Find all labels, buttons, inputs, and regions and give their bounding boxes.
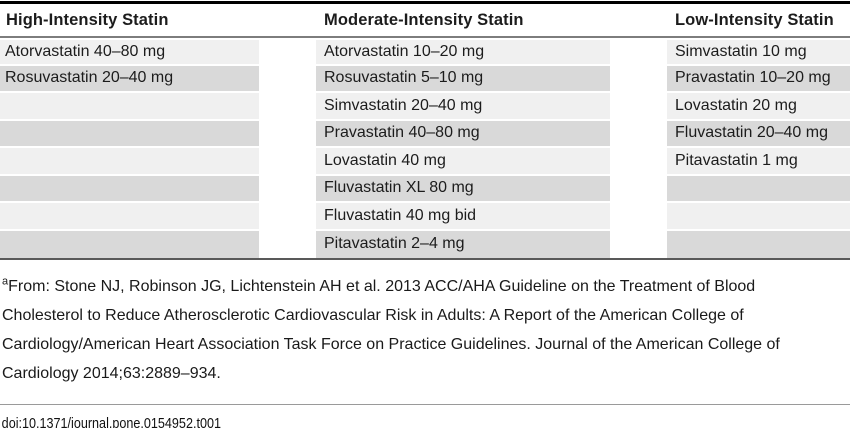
column-header-moderate-intensity: Moderate-Intensity Statin bbox=[324, 10, 524, 29]
table-cell: Pitavastatin 2–4 mg bbox=[316, 230, 610, 258]
table-cell: Pravastatin 10–20 mg bbox=[667, 65, 850, 91]
table-cell bbox=[0, 93, 259, 119]
table-cell bbox=[0, 203, 259, 229]
table-cell: Atorvastatin 10–20 mg bbox=[316, 40, 610, 64]
table-cell: Simvastatin 10 mg bbox=[667, 40, 850, 64]
table-cell: Pitavastatin 1 mg bbox=[667, 148, 850, 174]
table-cell: Lovastatin 40 mg bbox=[316, 148, 610, 174]
table-cell: Rosuvastatin 5–10 mg bbox=[316, 65, 610, 91]
table-row: Rosuvastatin 20–40 mg Rosuvastatin 5–10 … bbox=[0, 65, 850, 93]
table-cell bbox=[0, 230, 259, 258]
table-row: Pravastatin 40–80 mg Fluvastatin 20–40 m… bbox=[0, 120, 850, 148]
table-cell: Fluvastatin XL 80 mg bbox=[316, 175, 610, 201]
table-top-rule bbox=[0, 1, 850, 4]
table-header-row: High-Intensity Statin Moderate-Intensity… bbox=[0, 4, 850, 36]
table-cell: Lovastatin 20 mg bbox=[667, 93, 850, 119]
column-header-high-intensity: High-Intensity Statin bbox=[6, 10, 169, 29]
table-cell bbox=[0, 175, 259, 201]
table-row: Simvastatin 20–40 mg Lovastatin 20 mg bbox=[0, 93, 850, 121]
doi-line: doi:10.1371/journal.pone.0154952.t001 bbox=[1, 415, 221, 428]
table-cell: Fluvastatin 20–40 mg bbox=[667, 120, 850, 146]
table-header-rule bbox=[0, 36, 850, 38]
table-row: Fluvastatin 40 mg bid bbox=[0, 203, 850, 231]
table-cell: Fluvastatin 40 mg bid bbox=[316, 203, 610, 229]
table-cell: Simvastatin 20–40 mg bbox=[316, 93, 610, 119]
table-cell bbox=[0, 120, 259, 146]
table-cell: Atorvastatin 40–80 mg bbox=[0, 40, 259, 64]
column-header-low-intensity: Low-Intensity Statin bbox=[675, 10, 834, 29]
footnote-rule bbox=[0, 404, 850, 405]
table-bottom-rule bbox=[0, 258, 850, 260]
table-cell bbox=[667, 230, 850, 258]
table-row: Pitavastatin 2–4 mg bbox=[0, 230, 850, 258]
table-cell bbox=[0, 148, 259, 174]
table-cell: Rosuvastatin 20–40 mg bbox=[0, 65, 259, 91]
footnote-marker: a bbox=[2, 275, 9, 288]
table-row: Fluvastatin XL 80 mg bbox=[0, 175, 850, 203]
footnote-text: From: Stone NJ, Robinson JG, Lichtenstei… bbox=[2, 278, 780, 382]
footnote: aFrom: Stone NJ, Robinson JG, Lichtenste… bbox=[0, 272, 850, 388]
table-row: Lovastatin 40 mg Pitavastatin 1 mg bbox=[0, 148, 850, 176]
table-cell bbox=[667, 203, 850, 229]
table-body: Atorvastatin 40–80 mg Atorvastatin 10–20… bbox=[0, 38, 850, 258]
table-cell: Pravastatin 40–80 mg bbox=[316, 120, 610, 146]
table-cell bbox=[667, 175, 850, 201]
table-row: Atorvastatin 40–80 mg Atorvastatin 10–20… bbox=[0, 38, 850, 66]
